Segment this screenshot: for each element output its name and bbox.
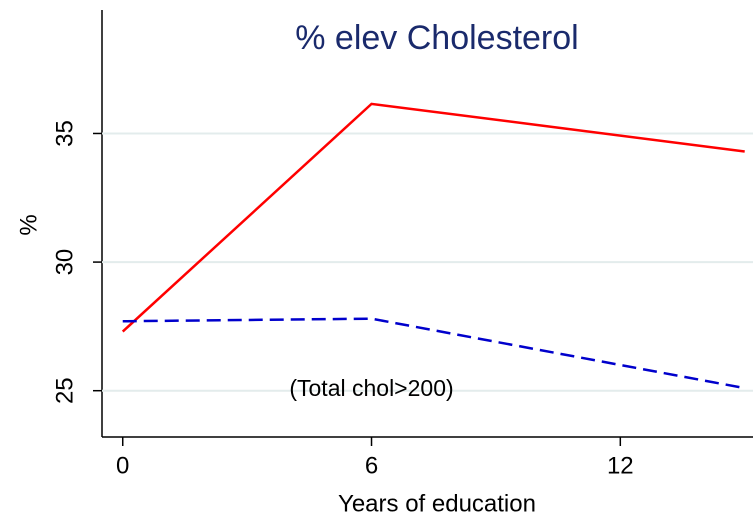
series-line (121, 102, 745, 333)
chart-title: % elev Cholesterol (295, 19, 578, 57)
y-tick-label: 30 (51, 249, 78, 276)
y-axis-label: % (15, 214, 42, 235)
y-tick-label: 25 (51, 377, 78, 404)
y-tick-label: 35 (51, 120, 78, 147)
x-tick-label: 6 (365, 452, 378, 479)
x-tick-label: 12 (607, 452, 634, 479)
x-tick-label: 0 (116, 452, 129, 479)
annotation: (Total chol>200) (289, 375, 453, 401)
x-axis-label: Years of education (338, 490, 536, 517)
